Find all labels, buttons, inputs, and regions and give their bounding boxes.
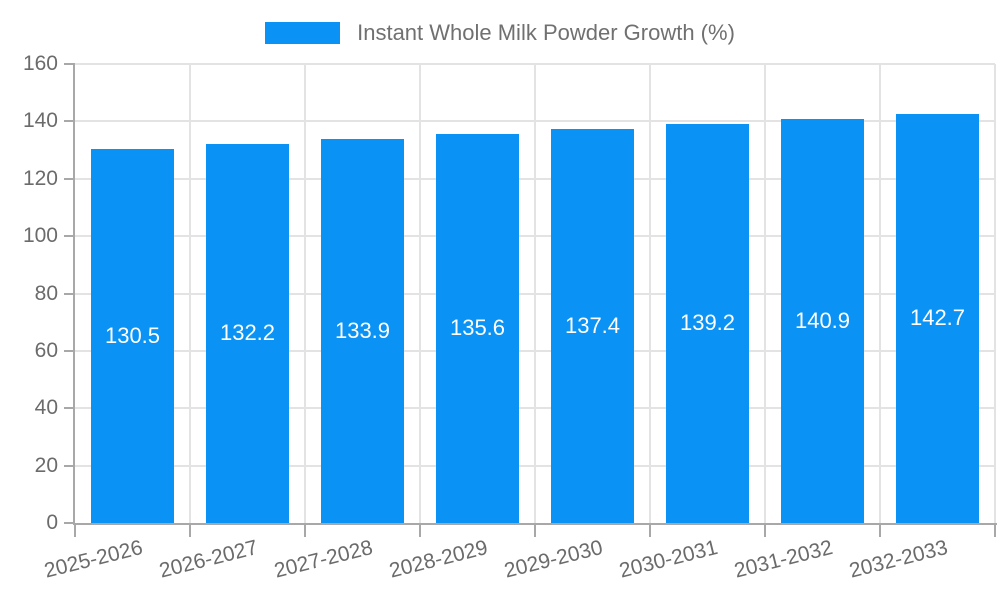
x-tick-label: 2027-2028 (272, 536, 376, 583)
y-axis-tick (64, 407, 75, 410)
legend-label[interactable]: Instant Whole Milk Powder Growth (%) (357, 20, 735, 45)
y-tick-label: 160 (22, 52, 58, 75)
vertical-gridline (534, 64, 536, 523)
x-axis-tick (189, 523, 191, 537)
y-axis-tick (64, 522, 75, 524)
x-axis-tick (764, 523, 766, 537)
y-axis-tick (64, 464, 75, 467)
vertical-gridline (649, 64, 651, 523)
x-axis-tick (649, 523, 651, 537)
x-axis-tick (304, 523, 306, 537)
bar-value-label: 133.9 (334, 317, 391, 343)
vertical-gridline (189, 64, 191, 523)
y-axis-tick (64, 349, 75, 352)
bar-value-label: 137.4 (564, 312, 621, 338)
y-tick-label: 140 (22, 109, 58, 133)
bar: 130.5 (91, 148, 174, 523)
y-tick-label: 80 (34, 281, 58, 305)
y-axis-tick (64, 235, 75, 238)
x-axis-tick (879, 523, 881, 537)
y-axis-tick (64, 177, 75, 180)
legend-swatch[interactable] (265, 22, 341, 44)
y-axis-tick (64, 292, 75, 295)
y-axis-line (73, 64, 75, 523)
x-tick-label: 2030-2031 (617, 536, 721, 583)
bar-value-label: 140.9 (794, 307, 851, 333)
x-tick-label: 2025-2026 (42, 536, 146, 583)
bar: 135.6 (436, 133, 519, 523)
x-tick-label: 2029-2030 (502, 536, 606, 583)
bar: 140.9 (781, 118, 864, 523)
y-tick-label: 120 (22, 166, 58, 190)
x-axis-line (73, 523, 997, 525)
vertical-gridline (419, 64, 421, 523)
x-tick-label: 2028-2029 (387, 536, 491, 583)
x-tick-label: 2032-2033 (847, 536, 951, 583)
y-tick-label: 0 (46, 511, 58, 534)
x-axis-tick (534, 523, 536, 537)
bar: 133.9 (321, 138, 404, 523)
y-tick-label: 60 (34, 338, 58, 362)
y-axis-tick (64, 120, 75, 123)
vertical-gridline (304, 64, 306, 523)
bar-value-label: 132.2 (219, 320, 276, 346)
bar-value-label: 139.2 (679, 310, 736, 336)
y-tick-label: 20 (34, 453, 58, 477)
x-axis-tick (994, 523, 996, 537)
bar-value-label: 142.7 (909, 305, 966, 331)
vertical-gridline (764, 64, 766, 523)
bar: 142.7 (896, 113, 979, 523)
x-tick-label: 2026-2027 (157, 536, 261, 583)
bar: 132.2 (206, 143, 289, 523)
y-axis-tick (64, 63, 75, 65)
bar-value-label: 130.5 (104, 322, 161, 348)
vertical-gridline (879, 64, 881, 523)
bar: 137.4 (551, 128, 634, 523)
bar: 139.2 (666, 123, 749, 523)
vertical-gridline (994, 64, 996, 523)
y-tick-label: 100 (22, 224, 58, 248)
x-tick-label: 2031-2032 (732, 536, 836, 583)
x-axis-tick (419, 523, 421, 537)
bar-value-label: 135.6 (449, 315, 506, 341)
x-axis-tick (74, 523, 76, 537)
legend[interactable]: Instant Whole Milk Powder Growth (%) (0, 20, 1000, 46)
y-tick-label: 40 (34, 396, 58, 420)
